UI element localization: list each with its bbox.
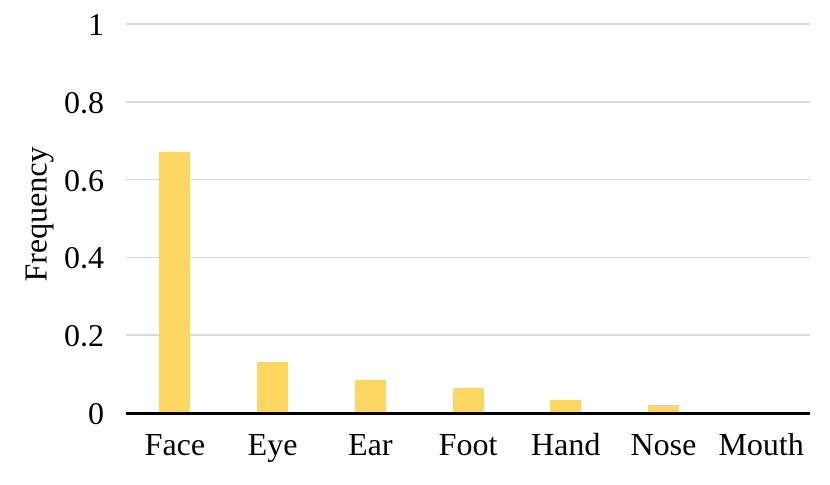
x-category-label: Hand bbox=[531, 426, 601, 462]
bar-foot bbox=[452, 388, 484, 413]
x-category-label: Mouth bbox=[718, 426, 804, 462]
y-tick-label: 0.6 bbox=[64, 161, 104, 198]
gridline bbox=[126, 101, 810, 103]
x-category-label: Ear bbox=[348, 426, 393, 462]
gridline bbox=[126, 178, 810, 181]
x-axis-line bbox=[126, 411, 810, 415]
x-category-label: Face bbox=[144, 426, 206, 462]
bar-eye bbox=[257, 362, 289, 413]
x-category-label: Eye bbox=[247, 426, 298, 462]
gridline bbox=[126, 256, 810, 259]
y-tick-label: 0.8 bbox=[64, 83, 104, 120]
y-tick-label: 0.4 bbox=[64, 239, 104, 276]
gridline bbox=[126, 334, 810, 336]
bar-nose bbox=[647, 405, 679, 413]
bar-face bbox=[159, 152, 191, 413]
x-category-label: Foot bbox=[438, 426, 498, 462]
x-category-label: Nose bbox=[630, 426, 697, 462]
bar-ear bbox=[354, 379, 386, 413]
y-tick-label: 0 bbox=[88, 395, 104, 431]
y-tick-label: 0.2 bbox=[64, 317, 104, 354]
gridline bbox=[126, 23, 810, 25]
bar-hand bbox=[550, 400, 582, 413]
y-tick-label: 1 bbox=[88, 6, 104, 42]
